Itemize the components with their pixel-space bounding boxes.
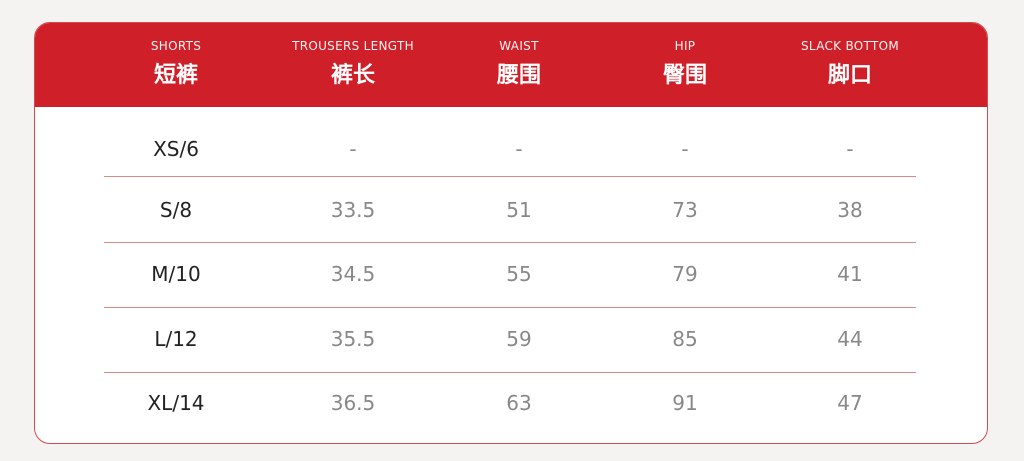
table-row: XS/6 - - - - xyxy=(35,137,987,167)
row-divider xyxy=(104,242,916,243)
column-header: WAIST 腰围 xyxy=(419,39,619,89)
row-divider xyxy=(104,307,916,308)
column-header-en: SHORTS xyxy=(150,39,202,53)
column-header-en: SLACK BOTTOM xyxy=(801,39,899,53)
column-header-en: WAIST xyxy=(499,39,539,53)
measurement-cell: 38 xyxy=(837,198,863,222)
size-label: S/8 xyxy=(159,198,193,222)
size-chart-table: SHORTS 短裤 TROUSERS LENGTH 裤长 WAIST 腰围 HIP 臀围 SLA… xyxy=(34,22,988,444)
table-row: L/12 35.5 59 85 44 xyxy=(35,327,987,357)
column-header: SLACK BOTTOM 脚口 xyxy=(750,39,950,89)
measurement-cell: 55 xyxy=(506,262,532,286)
measurement-cell: 41 xyxy=(837,262,863,286)
column-header-zh: 脚口 xyxy=(827,63,872,88)
column-header-zh: 短裤 xyxy=(153,63,198,88)
column-header: TROUSERS LENGTH 裤长 xyxy=(253,39,453,89)
column-header-zh: 腰围 xyxy=(496,63,541,88)
measurement-cell: 91 xyxy=(672,391,698,415)
column-header-en: TROUSERS LENGTH xyxy=(292,39,414,53)
measurement-cell: 51 xyxy=(506,198,532,222)
measurement-cell: - xyxy=(846,137,854,161)
measurement-cell: 33.5 xyxy=(330,198,376,222)
measurement-cell: - xyxy=(681,137,689,161)
measurement-cell: 73 xyxy=(672,198,698,222)
size-label: L/12 xyxy=(154,327,198,351)
measurement-cell: 85 xyxy=(672,327,698,351)
measurement-cell: - xyxy=(515,137,523,161)
measurement-cell: 63 xyxy=(506,391,532,415)
measurement-cell: 44 xyxy=(837,327,863,351)
measurement-cell: 35.5 xyxy=(330,327,376,351)
column-header-zh: 臀围 xyxy=(662,63,707,88)
table-header: SHORTS 短裤 TROUSERS LENGTH 裤长 WAIST 腰围 HIP 臀围 SLA… xyxy=(35,23,987,107)
table-row: XL/14 36.5 63 91 47 xyxy=(35,391,987,421)
table-row: M/10 34.5 55 79 41 xyxy=(35,262,987,292)
size-label: XS/6 xyxy=(153,137,199,161)
column-header-zh: 裤长 xyxy=(330,63,375,88)
row-divider xyxy=(104,176,916,177)
row-divider xyxy=(104,372,916,373)
measurement-cell: 47 xyxy=(837,391,863,415)
size-label: XL/14 xyxy=(147,391,205,415)
size-label: M/10 xyxy=(151,262,201,286)
measurement-cell: 34.5 xyxy=(330,262,376,286)
measurement-cell: 59 xyxy=(506,327,532,351)
measurement-cell: 79 xyxy=(672,262,698,286)
measurement-cell: 36.5 xyxy=(330,391,376,415)
table-row: S/8 33.5 51 73 38 xyxy=(35,198,987,228)
measurement-cell: - xyxy=(349,137,357,161)
column-header: HIP 臀围 xyxy=(585,39,785,89)
column-header: SHORTS 短裤 xyxy=(76,39,276,89)
column-header-en: HIP xyxy=(674,39,696,53)
